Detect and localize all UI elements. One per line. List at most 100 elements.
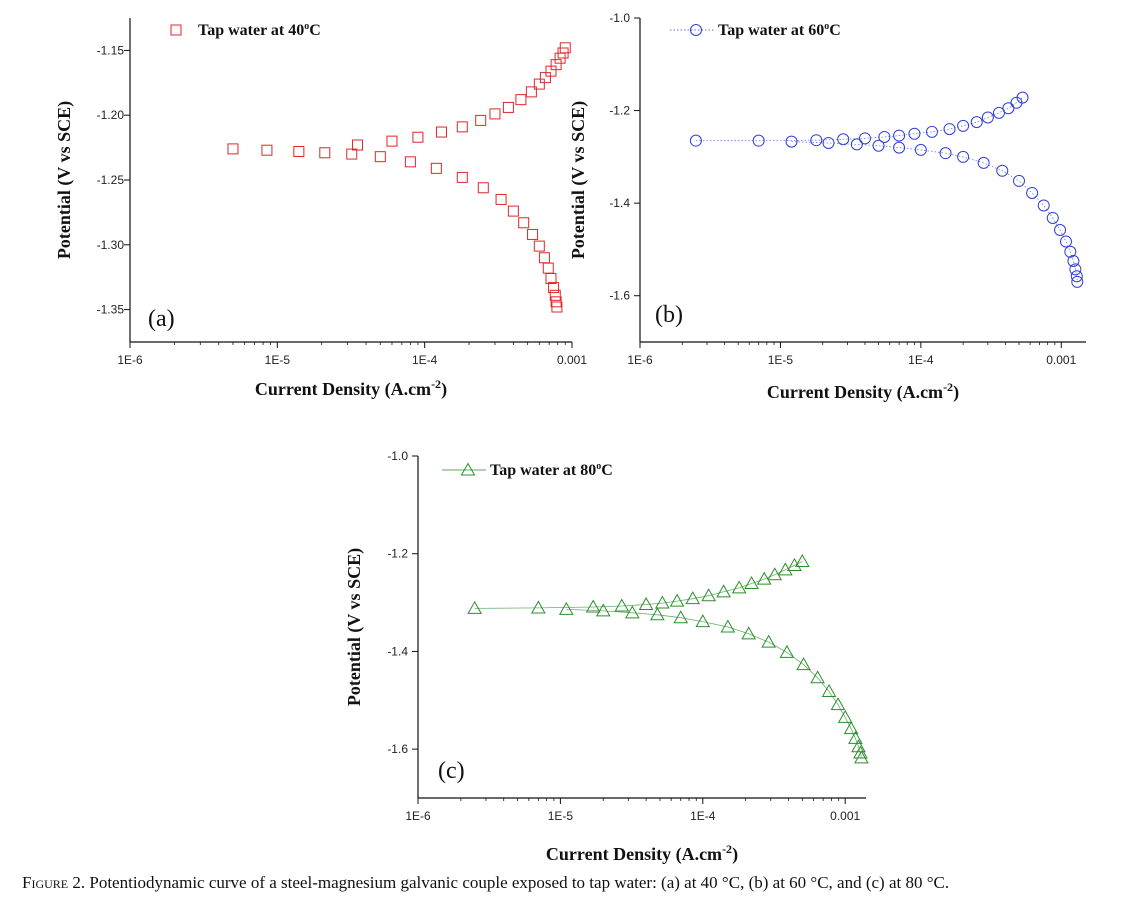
data-point [435,126,447,138]
data-point [720,619,736,633]
data-point [854,750,869,764]
y-tick-label: -1.6 [609,289,630,303]
data-point [638,597,654,611]
data-point [551,301,563,313]
data-point [489,108,501,120]
data-point [810,670,825,684]
x-tick-label: 1E-6 [627,353,653,367]
data-point [595,603,611,617]
data-point [796,657,811,671]
data-point [550,59,562,71]
data-point [977,156,990,169]
data-point [925,125,938,138]
legend-marker [690,24,702,36]
data-point [957,119,970,132]
x-axis-title: Current Density (A.cm-2) [767,380,959,403]
data-point [1026,186,1039,199]
data-point [878,130,891,143]
x-tick-label: 1E-6 [405,809,431,823]
y-tick-label: -1.35 [97,303,125,317]
x-tick-label: 0.001 [557,353,587,367]
legend-marker [170,24,182,36]
data-point [515,94,527,106]
series-line [695,97,1023,142]
data-point [872,139,885,152]
data-point [787,557,802,571]
data-point [319,147,331,159]
chart-panel-2: 1E-6 1E-5 1E-4 0.001 -1.0 -1.2 -1.4 -1.6 Current… [568,11,1086,403]
data-point [701,588,717,602]
x-tick-label: 1E-4 [412,353,438,367]
data-point [467,600,483,614]
panel-label: (b) [655,302,683,328]
data-point [837,133,850,146]
data-point [614,598,630,612]
data-point [559,42,571,54]
data-point [1067,255,1080,267]
data-point [752,134,765,147]
data-point [821,683,837,697]
data-point [507,205,519,217]
data-point [777,562,793,576]
data-point [695,614,711,628]
x-tick-label: 0.001 [830,809,860,823]
data-point [386,135,398,147]
data-point [624,605,640,619]
data-point [851,739,866,753]
data-point [996,164,1009,177]
y-tick-label: -1.0 [387,449,408,463]
figure-caption: Figure 2. Potentiodynamic curve of a ste… [22,873,949,893]
figure: 1E-6 1E-5 1E-4 0.001 -1.15 -1.20 -1.25 -1.30 -1.… [54,11,1086,865]
data-point [293,145,305,157]
series-line [791,141,1078,282]
data-point [456,121,468,133]
y-axis-title: Potential (V vs SCE) [344,548,365,706]
data-point [430,162,442,174]
data-point [654,595,670,609]
data-point [456,171,468,183]
series-line [566,609,862,758]
data-point [518,217,530,229]
data-point [351,139,363,151]
data-point [533,78,545,90]
data-point [475,114,487,126]
data-point [650,607,665,621]
data-point [545,272,557,284]
data-point [548,282,560,294]
legend-label: Tap water at 80oC [490,461,613,479]
data-point [848,730,863,744]
x-tick-label: 1E-5 [265,353,291,367]
data-point [843,721,859,735]
panel-label: (c) [438,758,465,784]
data-point [404,156,416,168]
data-point [261,144,273,156]
x-tick-label: 1E-5 [768,353,794,367]
x-axis-title: Current Density (A.cm-2) [255,377,447,400]
data-point [830,697,846,711]
data-point [822,136,835,149]
y-tick-label: -1.4 [387,644,408,658]
data-point [374,151,386,163]
data-point [970,116,983,129]
x-axis-title: Current Density (A.cm-2) [546,842,738,865]
data-point [957,150,970,163]
y-tick-label: -1.30 [97,238,125,252]
data-point [893,141,906,154]
x-tick-label: 1E-4 [690,809,716,823]
data-point [939,147,952,160]
data-point [794,554,810,568]
data-point [502,101,514,113]
data-point [689,134,702,147]
data-point [227,143,239,155]
data-point [1070,270,1083,283]
y-axis-title: Potential (V vs SCE) [54,101,75,259]
data-point [495,193,507,205]
data-point [1064,245,1077,258]
chart-panel-3: 1E-6 1E-5 1E-4 0.001 -1.0 -1.2 -1.4 -1.6 Current… [344,449,869,865]
data-point [685,591,701,605]
data-point [853,745,868,759]
data-point [914,143,927,156]
data-point [744,576,759,590]
data-point [539,72,551,84]
data-point [346,148,358,160]
